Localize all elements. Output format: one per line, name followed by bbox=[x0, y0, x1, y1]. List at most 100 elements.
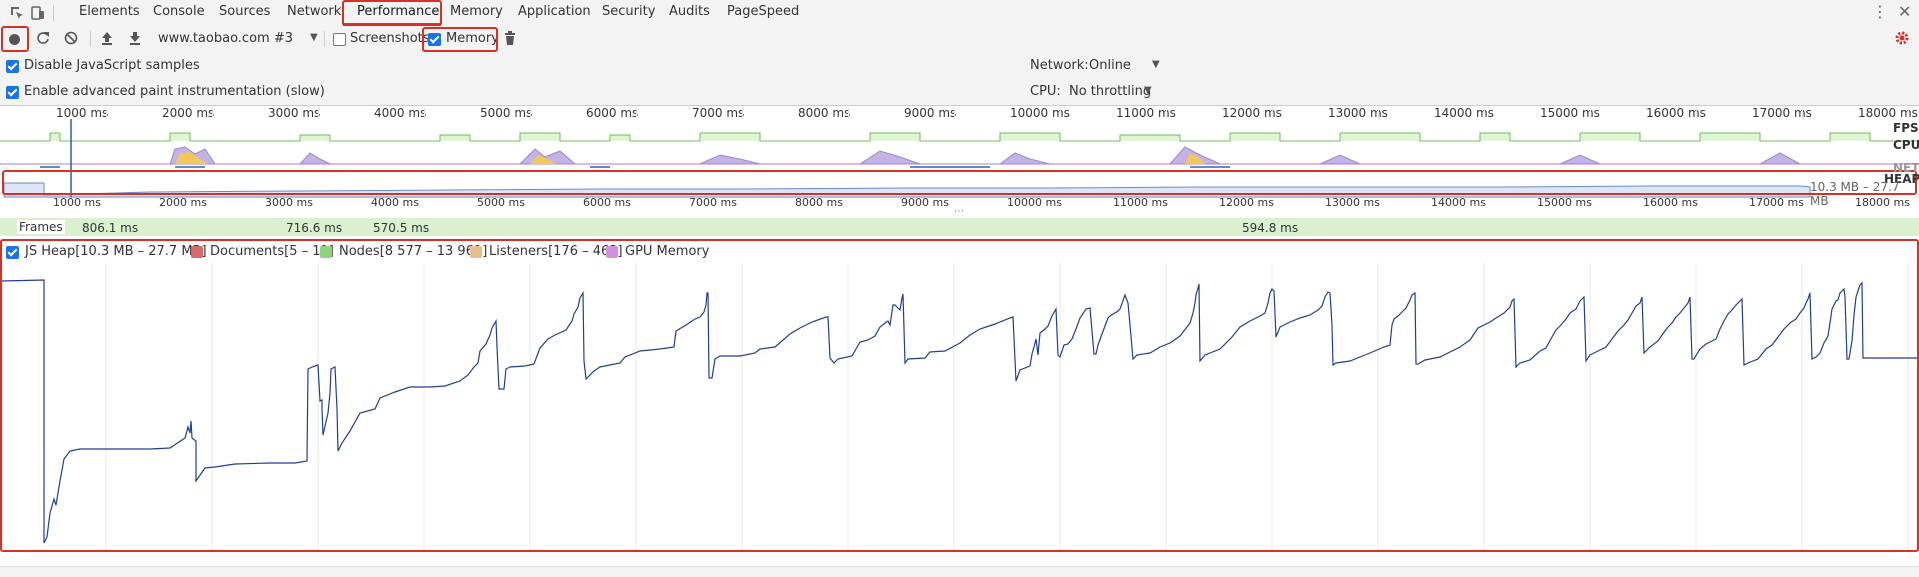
tab-divider bbox=[53, 5, 54, 21]
details-pane-divider[interactable] bbox=[0, 566, 1919, 577]
overview-tick-label: 12000 ms bbox=[1219, 196, 1274, 209]
tab-network[interactable]: Network bbox=[287, 4, 342, 19]
highlight-memory-checkbox bbox=[422, 27, 498, 52]
frame-duration: 570.5 ms bbox=[373, 221, 430, 235]
gpu-memory-checkbox[interactable] bbox=[606, 246, 618, 258]
frames-track-bg bbox=[0, 218, 1919, 236]
overview-gridline bbox=[424, 107, 425, 119]
memory-checkbox[interactable] bbox=[428, 33, 441, 46]
resize-handle-icon[interactable]: ⋯ bbox=[954, 206, 964, 217]
performance-toolbar: www.taobao.com #3 ▼ Screenshots Memory bbox=[0, 26, 1919, 54]
tab-console[interactable]: Console bbox=[153, 4, 205, 19]
documents-legend: Documents[5 – 11] bbox=[210, 244, 334, 259]
nodes-checkbox[interactable] bbox=[320, 246, 332, 258]
overview-gridline bbox=[1378, 107, 1379, 119]
overview-tick-label: 6000 ms bbox=[583, 196, 631, 209]
load-profile-icon[interactable] bbox=[101, 31, 113, 49]
overview-tick-label: 9000 ms bbox=[901, 196, 949, 209]
network-select[interactable]: Online bbox=[1089, 58, 1131, 73]
inspect-element-icon[interactable] bbox=[9, 5, 25, 25]
advanced-paint-checkbox[interactable] bbox=[6, 86, 19, 99]
overview-tick-label: 17000 ms bbox=[1752, 106, 1812, 120]
overview-gridline bbox=[848, 107, 849, 119]
timeline-overview[interactable]: 1000 ms 2000 ms 3000 ms 4000 ms 5000 ms 6000 … bbox=[0, 105, 1919, 217]
tab-performance[interactable]: Performance bbox=[357, 4, 440, 19]
nodes-legend: Nodes[8 577 – 13 961] bbox=[339, 244, 488, 259]
overview-gridline bbox=[742, 107, 743, 119]
overview-tick-label: 11000 ms bbox=[1113, 196, 1168, 209]
js-heap-legend: JS Heap[10.3 MB – 27.7 MB] bbox=[25, 244, 207, 259]
overview-tick-label: 18000 ms bbox=[1855, 196, 1910, 209]
overview-tick-label: 4000 ms bbox=[374, 106, 427, 120]
tab-security[interactable]: Security bbox=[602, 4, 656, 19]
overview-tick-label: 3000 ms bbox=[265, 196, 313, 209]
tab-audits[interactable]: Audits bbox=[669, 4, 710, 19]
overview-tick-label: 7000 ms bbox=[692, 106, 745, 120]
overview-tick-label: 1000 ms bbox=[53, 196, 101, 209]
save-profile-icon[interactable] bbox=[129, 31, 141, 49]
reload-record-icon[interactable] bbox=[36, 31, 50, 49]
js-heap-line bbox=[1, 279, 1919, 544]
overview-tick-label: 7000 ms bbox=[689, 196, 737, 209]
highlight-performance-tab bbox=[342, 0, 442, 26]
chevron-down-icon[interactable]: ▼ bbox=[1152, 59, 1160, 70]
net-label: NET bbox=[1893, 161, 1919, 175]
documents-checkbox[interactable] bbox=[191, 246, 203, 258]
tab-memory[interactable]: Memory bbox=[450, 4, 503, 19]
cpu-select[interactable]: No throttling bbox=[1069, 84, 1152, 99]
highlight-heap-overview bbox=[2, 170, 1917, 195]
memory-label: Memory bbox=[446, 31, 499, 46]
gpu-memory-legend: GPU Memory bbox=[625, 244, 710, 259]
overview-tick-label: 5000 ms bbox=[480, 106, 533, 120]
toolbar-divider bbox=[90, 31, 91, 47]
close-icon[interactable]: ✕ bbox=[1898, 2, 1912, 21]
profile-select[interactable]: www.taobao.com #3 bbox=[158, 31, 293, 46]
overview-gridline bbox=[212, 107, 213, 119]
disable-js-samples-label: Disable JavaScript samples bbox=[24, 58, 200, 73]
overview-tick-label: 8000 ms bbox=[795, 196, 843, 209]
overview-gridline bbox=[1060, 107, 1061, 119]
js-heap-checkbox[interactable] bbox=[6, 246, 19, 259]
frames-label: Frames bbox=[17, 220, 65, 234]
overview-tick-label: 17000 ms bbox=[1749, 196, 1804, 209]
tab-pagespeed[interactable]: PageSpeed bbox=[727, 4, 800, 19]
overview-tick-label: 13000 ms bbox=[1328, 106, 1388, 120]
overview-tick-label: 6000 ms bbox=[586, 106, 639, 120]
more-options-icon[interactable]: ⋮ bbox=[1872, 2, 1888, 21]
overview-tick-label: 10000 ms bbox=[1010, 106, 1070, 120]
chevron-down-icon[interactable]: ▼ bbox=[310, 32, 318, 43]
clear-icon[interactable] bbox=[64, 31, 78, 49]
overview-gridline bbox=[106, 107, 107, 119]
cpu-track-label: CPU bbox=[1893, 138, 1919, 152]
overview-tick-label: 9000 ms bbox=[904, 106, 957, 120]
overview-gridline bbox=[636, 107, 637, 119]
device-toolbar-icon[interactable] bbox=[31, 5, 45, 25]
tab-elements[interactable]: Elements bbox=[79, 4, 140, 19]
gear-icon[interactable] bbox=[1894, 30, 1910, 50]
heap-range-label: 10.3 MB – 27.7 MB bbox=[1810, 180, 1900, 208]
network-label: Network: bbox=[1030, 58, 1089, 73]
record-icon[interactable] bbox=[9, 34, 20, 45]
frame-duration: 716.6 ms bbox=[286, 221, 343, 235]
tab-sources[interactable]: Sources bbox=[219, 4, 271, 19]
overview-gridline bbox=[1166, 107, 1167, 119]
overview-tick-label: 11000 ms bbox=[1116, 106, 1176, 120]
overview-graphs bbox=[0, 119, 1919, 198]
chevron-down-icon[interactable]: ▼ bbox=[1144, 85, 1152, 96]
trash-icon[interactable] bbox=[504, 31, 516, 49]
overview-tick-label: 16000 ms bbox=[1646, 106, 1706, 120]
overview-tick-label: 5000 ms bbox=[477, 196, 525, 209]
listeners-checkbox[interactable] bbox=[470, 246, 482, 258]
screenshots-checkbox[interactable] bbox=[333, 33, 346, 46]
overview-tick-label: 14000 ms bbox=[1434, 106, 1494, 120]
heap-label: HEAP bbox=[1884, 172, 1919, 186]
cpu-scripting-graph bbox=[175, 152, 1205, 164]
overview-gridline bbox=[1908, 107, 1909, 119]
disable-js-samples-checkbox[interactable] bbox=[6, 60, 19, 73]
js-heap-graph[interactable] bbox=[0, 263, 1919, 550]
overview-tick-label: 10000 ms bbox=[1007, 196, 1062, 209]
tab-application[interactable]: Application bbox=[518, 4, 591, 19]
frames-track[interactable]: Frames 806.1 ms 716.6 ms 570.5 ms 594.8 … bbox=[0, 218, 1919, 236]
overview-gridline bbox=[530, 107, 531, 119]
capture-settings-pane: Disable JavaScript samples Enable advanc… bbox=[0, 53, 1919, 105]
